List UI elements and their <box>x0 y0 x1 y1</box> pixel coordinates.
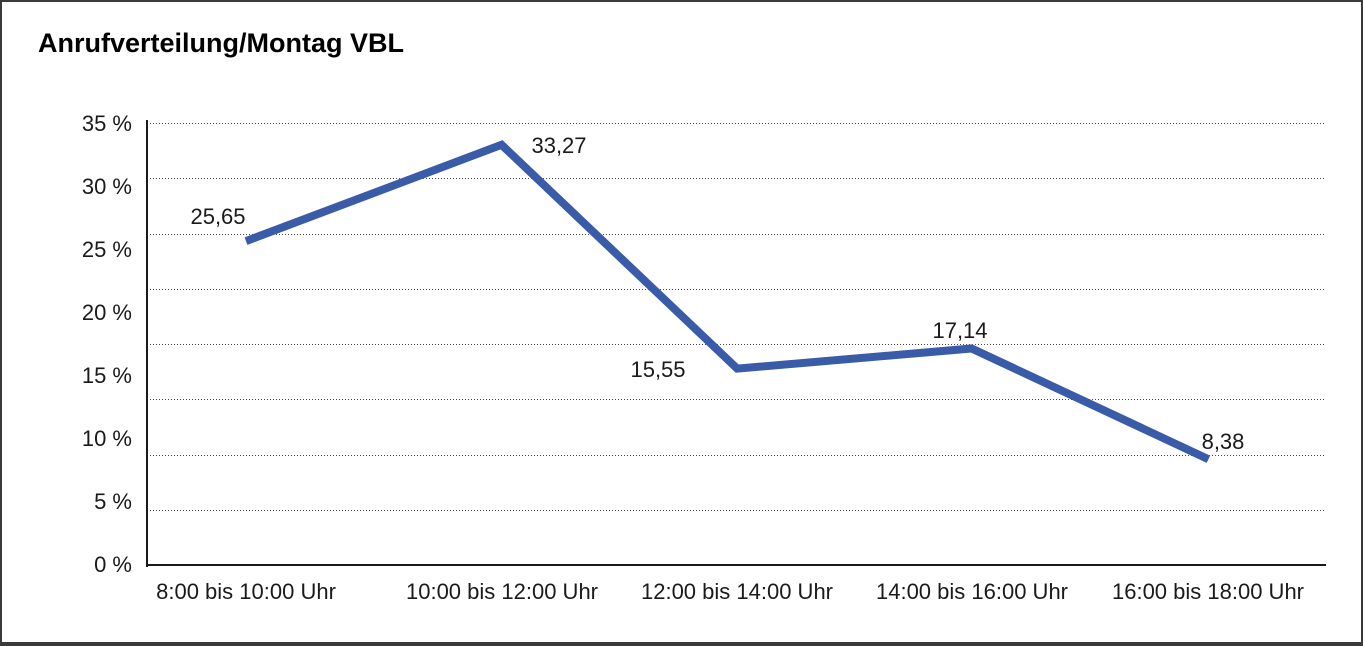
y-axis-tick-label: 15 % <box>81 363 132 388</box>
horizontal-gridline <box>147 289 1325 290</box>
data-point-value-label: 17,14 <box>932 318 988 343</box>
chart-title: Anrufverteilung/Montag VBL <box>38 28 404 58</box>
horizontal-gridline <box>147 234 1325 235</box>
data-point-value-label: 25,65 <box>190 204 246 229</box>
horizontal-gridline <box>147 123 1325 124</box>
horizontal-gridline <box>147 399 1325 400</box>
y-axis-tick-label: 30 % <box>81 174 132 199</box>
horizontal-gridline <box>147 510 1325 511</box>
y-axis-tick-label: 25 % <box>81 237 132 262</box>
y-axis-tick-label: 20 % <box>81 300 132 325</box>
horizontal-gridline <box>147 344 1325 345</box>
y-axis-line <box>146 120 148 567</box>
x-axis-category-label: 12:00 bis 14:00 Uhr <box>640 579 834 604</box>
data-point-value-label: 33,27 <box>531 133 587 158</box>
series-line <box>244 140 1211 463</box>
horizontal-gridline <box>147 178 1325 179</box>
x-axis-category-label: 8:00 bis 10:00 Uhr <box>156 579 336 604</box>
y-axis-tick-label: 35 % <box>81 111 132 136</box>
x-axis-category-label: 10:00 bis 12:00 Uhr <box>405 579 599 604</box>
y-axis-tick-label: 0 % <box>94 552 132 577</box>
data-point-value-label: 8,38 <box>1201 429 1245 454</box>
y-axis-tick-label: 5 % <box>94 489 132 514</box>
y-axis-tick-label: 10 % <box>81 426 132 451</box>
x-axis-line <box>146 564 1326 566</box>
data-point-value-label: 15,55 <box>630 357 686 382</box>
x-axis-category-label: 16:00 bis 18:00 Uhr <box>1111 579 1305 604</box>
horizontal-gridline <box>147 455 1325 456</box>
x-axis-category-label: 14:00 bis 16:00 Uhr <box>875 579 1069 604</box>
